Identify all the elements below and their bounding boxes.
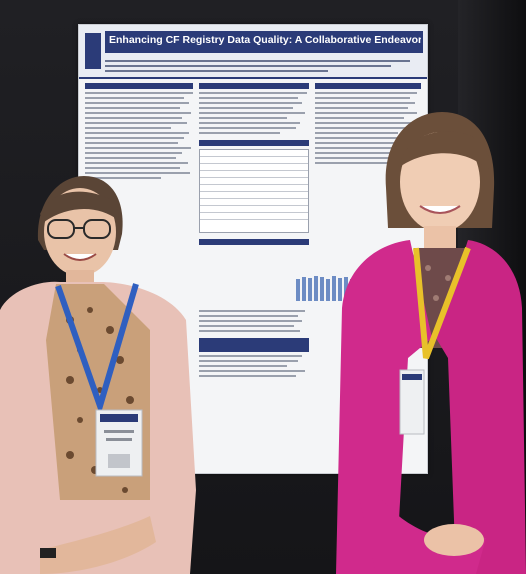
poster-title: Enhancing CF Registry Data Quality: A Co…	[109, 34, 421, 46]
woman-left	[0, 176, 196, 574]
poster-column-2-lower	[199, 307, 309, 380]
woman-right	[336, 112, 526, 574]
poster-header: Enhancing CF Registry Data Quality: A Co…	[79, 25, 427, 79]
poster-authors	[105, 57, 423, 73]
poster-column-2	[199, 83, 309, 248]
poster-logo	[85, 33, 101, 69]
poster-table	[199, 149, 309, 233]
poster-title-bar	[105, 31, 423, 53]
poster-column-1	[85, 83, 193, 182]
poster-column-3	[315, 83, 421, 167]
